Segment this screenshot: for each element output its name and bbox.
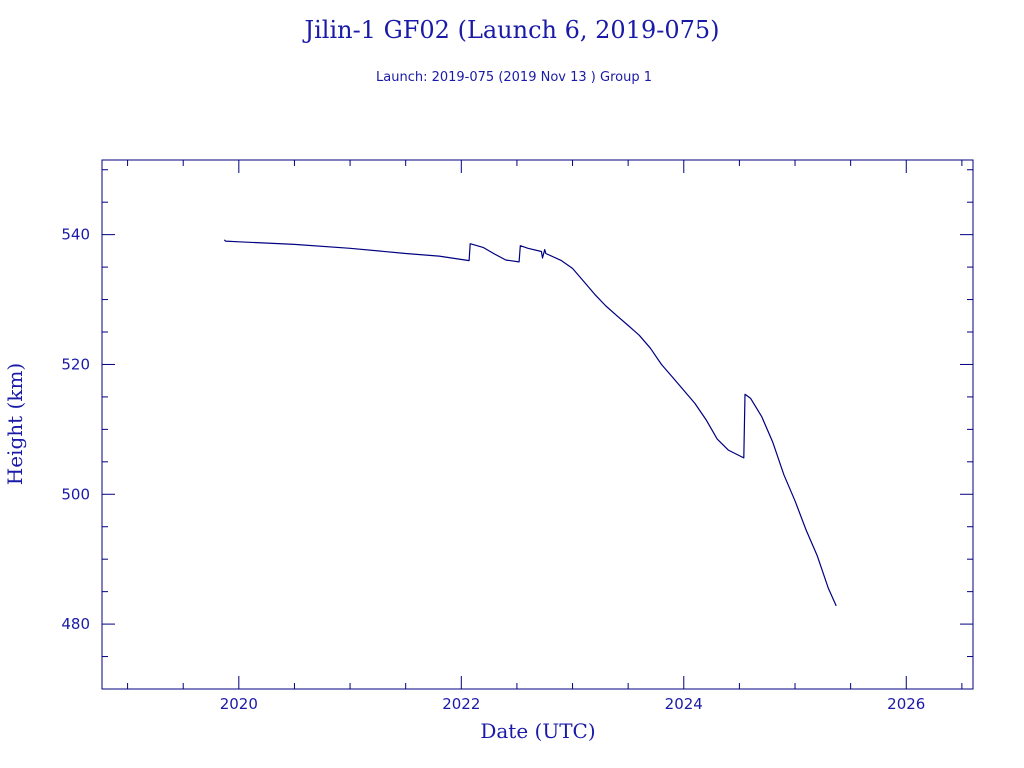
x-tick-label: 2026 bbox=[887, 695, 925, 713]
x-axis-label: Date (UTC) bbox=[480, 719, 595, 743]
y-tick-label: 480 bbox=[61, 615, 90, 633]
chart-title: Jilin-1 GF02 (Launch 6, 2019-075) bbox=[301, 16, 719, 44]
axis-ticks bbox=[102, 160, 973, 689]
x-tick-label: 2024 bbox=[665, 695, 703, 713]
x-tick-label: 2022 bbox=[442, 695, 480, 713]
height-series-line bbox=[223, 239, 837, 607]
y-tick-label: 520 bbox=[61, 355, 90, 373]
x-tick-label: 2020 bbox=[220, 695, 258, 713]
plot-frame bbox=[101, 159, 974, 690]
y-tick-labels: 480 500 520 540 bbox=[61, 226, 90, 633]
y-tick-label: 540 bbox=[61, 226, 90, 244]
chart-subtitle: Launch: 2019-075 (2019 Nov 13 ) Group 1 bbox=[376, 70, 652, 85]
y-axis-label: Height (km) bbox=[3, 363, 27, 485]
y-tick-label: 500 bbox=[61, 485, 90, 503]
x-tick-labels: 2020 2022 2024 2026 bbox=[220, 695, 926, 713]
